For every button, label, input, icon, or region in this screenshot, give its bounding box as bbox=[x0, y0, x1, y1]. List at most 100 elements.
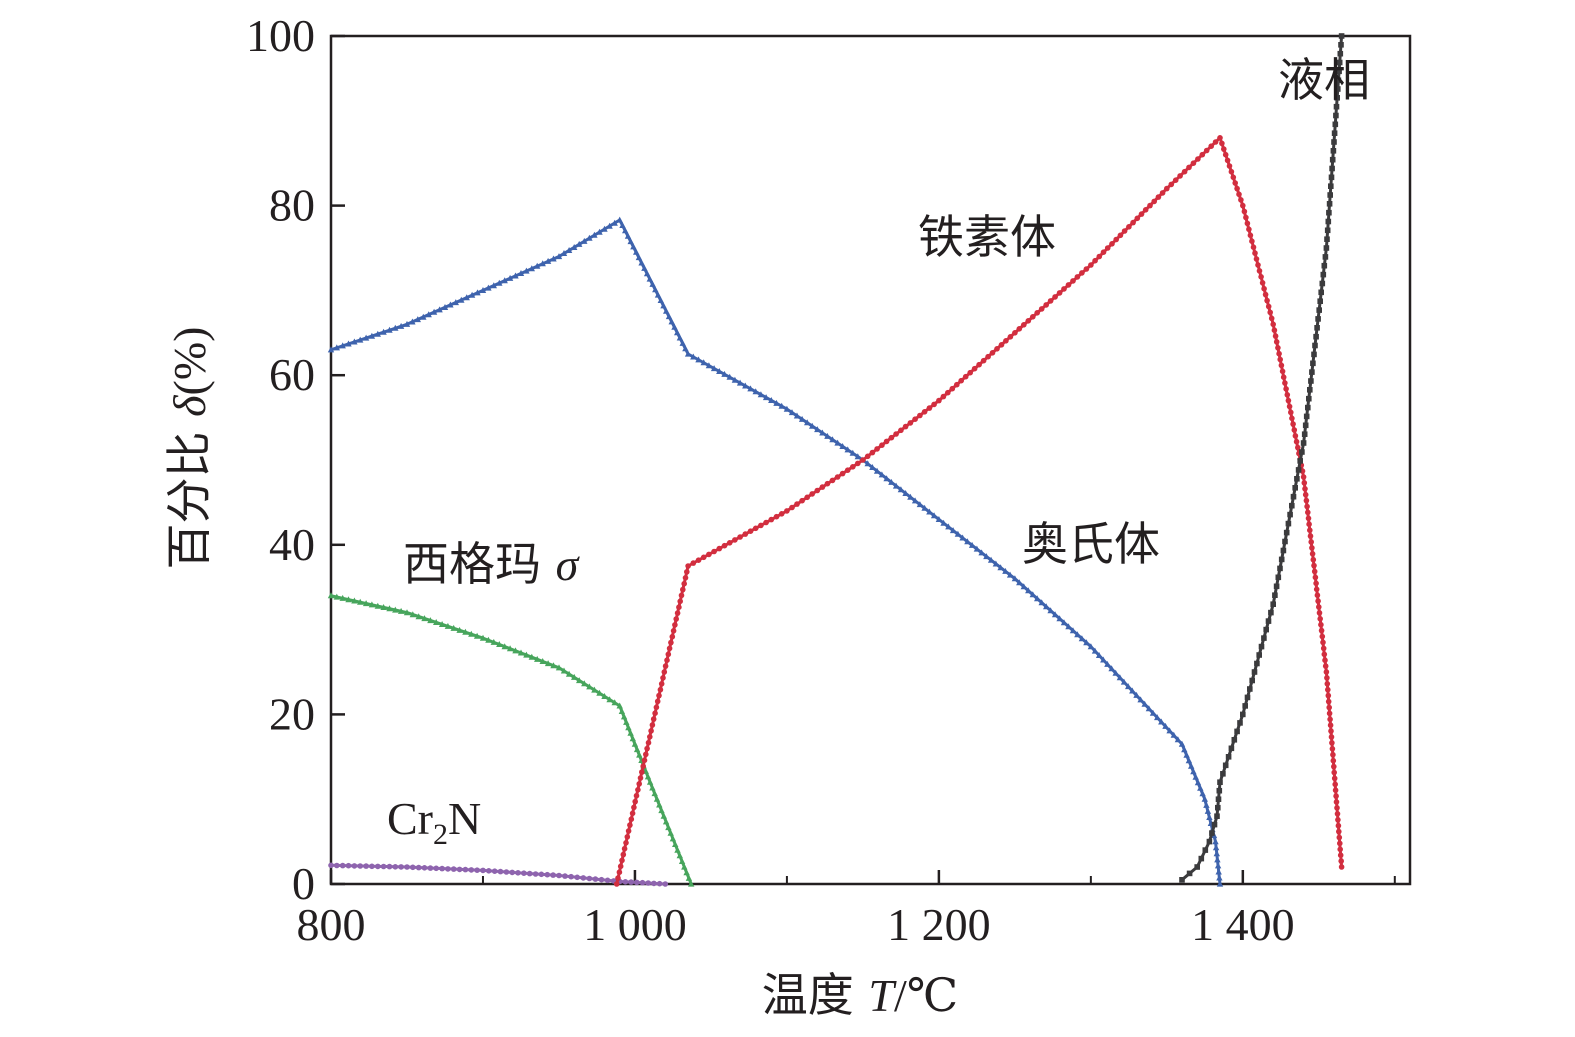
data-point bbox=[1300, 474, 1307, 480]
data-point bbox=[1034, 595, 1041, 602]
data-point bbox=[633, 746, 641, 753]
data-point bbox=[673, 616, 679, 622]
data-point bbox=[625, 724, 632, 731]
data-point bbox=[425, 311, 432, 318]
data-point bbox=[555, 253, 563, 260]
data-point bbox=[523, 267, 530, 274]
y-tick-label: 20 bbox=[269, 688, 315, 739]
data-point bbox=[1092, 257, 1098, 264]
data-point bbox=[636, 781, 642, 787]
data-point bbox=[1141, 700, 1148, 707]
data-point bbox=[644, 773, 652, 780]
data-point bbox=[1091, 647, 1099, 654]
data-point bbox=[1316, 604, 1322, 610]
data-point bbox=[339, 862, 346, 869]
data-point bbox=[438, 621, 446, 627]
data-point bbox=[641, 757, 648, 764]
data-point bbox=[1088, 262, 1094, 268]
data-point bbox=[1198, 855, 1205, 862]
data-point bbox=[491, 868, 498, 874]
data-point bbox=[665, 313, 673, 320]
data-point bbox=[1250, 244, 1257, 250]
data-point bbox=[568, 873, 574, 880]
data-point bbox=[517, 649, 525, 656]
data-point bbox=[706, 551, 712, 558]
data-point bbox=[721, 370, 728, 377]
data-point bbox=[804, 419, 811, 426]
data-point bbox=[1216, 787, 1223, 794]
data-point bbox=[685, 874, 693, 881]
data-point bbox=[351, 863, 358, 869]
data-point bbox=[1247, 686, 1253, 692]
data-point bbox=[1186, 870, 1193, 877]
data-point bbox=[380, 863, 387, 870]
data-point bbox=[1309, 545, 1315, 551]
data-point bbox=[1190, 768, 1197, 775]
data-point bbox=[962, 373, 969, 380]
data-point bbox=[1078, 635, 1086, 642]
data-point bbox=[1324, 227, 1331, 234]
data-point bbox=[1258, 274, 1264, 280]
data-point bbox=[619, 857, 625, 864]
data-point bbox=[1113, 236, 1119, 243]
data-point bbox=[544, 257, 552, 264]
data-point bbox=[1234, 185, 1240, 192]
data-point bbox=[912, 416, 918, 423]
data-point bbox=[1301, 431, 1308, 437]
data-point bbox=[433, 619, 440, 625]
data-point bbox=[964, 538, 971, 545]
data-point bbox=[1268, 315, 1275, 322]
data-point bbox=[1306, 521, 1312, 527]
data-point bbox=[634, 879, 640, 886]
x-tick-label: 1 400 bbox=[1191, 899, 1295, 950]
data-point bbox=[1095, 652, 1103, 658]
data-point bbox=[1332, 781, 1338, 788]
data-point bbox=[1211, 821, 1218, 828]
data-point bbox=[1307, 533, 1314, 539]
data-point bbox=[616, 702, 623, 709]
data-point bbox=[486, 868, 492, 874]
data-point bbox=[1228, 168, 1235, 175]
series-label-sigma: 西格玛 σ bbox=[403, 537, 581, 591]
data-point bbox=[1074, 274, 1081, 280]
data-point bbox=[1100, 656, 1107, 663]
data-point bbox=[1292, 485, 1298, 491]
data-point bbox=[752, 388, 759, 395]
data-point bbox=[1145, 705, 1153, 712]
data-point bbox=[479, 287, 487, 293]
data-point bbox=[1314, 325, 1320, 331]
data-point bbox=[386, 605, 393, 612]
y-axis-title-symbol: δ bbox=[164, 395, 215, 417]
data-point bbox=[1190, 160, 1197, 166]
data-point bbox=[1314, 592, 1321, 598]
data-point bbox=[1288, 409, 1294, 416]
data-point bbox=[773, 513, 780, 520]
data-point bbox=[1230, 174, 1237, 181]
data-point bbox=[1016, 326, 1023, 332]
data-point bbox=[576, 240, 583, 247]
data-point bbox=[1195, 156, 1201, 162]
data-point bbox=[458, 296, 465, 303]
data-point bbox=[403, 609, 411, 616]
data-point bbox=[345, 340, 352, 347]
data-point bbox=[1293, 438, 1300, 445]
data-point bbox=[1333, 112, 1339, 119]
data-point bbox=[357, 336, 364, 343]
data-point bbox=[616, 216, 623, 223]
data-point bbox=[1326, 710, 1333, 717]
data-point bbox=[930, 512, 938, 519]
data-point bbox=[945, 389, 951, 396]
data-point bbox=[902, 423, 909, 430]
data-point bbox=[1276, 350, 1282, 357]
data-point bbox=[958, 377, 964, 384]
data-point bbox=[1335, 77, 1342, 83]
data-point bbox=[660, 302, 667, 309]
data-point bbox=[1137, 696, 1144, 703]
data-point bbox=[1331, 139, 1337, 145]
data-point bbox=[658, 807, 665, 814]
data-point bbox=[1120, 678, 1128, 685]
data-point bbox=[850, 464, 856, 470]
data-point bbox=[1214, 862, 1222, 869]
data-point bbox=[1316, 307, 1322, 313]
data-point bbox=[1331, 763, 1337, 770]
